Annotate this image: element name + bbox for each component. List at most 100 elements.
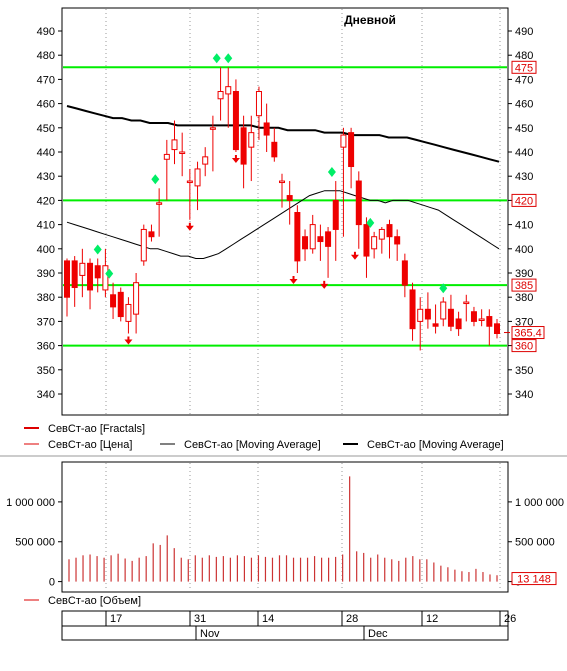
candle-body: [64, 260, 70, 298]
price-tick-label-right: 380: [515, 292, 533, 304]
candle: [194, 161, 201, 211]
candle-body: [340, 134, 347, 148]
candle: [478, 309, 485, 327]
candle-body: [186, 180, 193, 184]
candle: [279, 173, 285, 208]
candle: [378, 227, 385, 254]
price-tick-label-left: 410: [37, 220, 55, 232]
price-tick-label-left: 450: [37, 123, 55, 135]
price-tick-label-left: 370: [37, 316, 55, 328]
price-tick-label-right: 370: [515, 316, 533, 328]
month-label: Nov: [200, 628, 220, 640]
candle-body: [394, 236, 401, 245]
candle-body: [401, 260, 408, 286]
candle: [71, 256, 78, 307]
candle: [102, 248, 109, 298]
candle: [455, 311, 462, 336]
candle: [417, 297, 424, 351]
day-label: 31: [194, 613, 206, 625]
candle-body: [432, 323, 439, 327]
price-tick-label-right: 350: [515, 365, 533, 377]
day-label: 12: [426, 613, 438, 625]
candle-body: [263, 122, 270, 136]
candle: [110, 282, 117, 319]
candle-body: [486, 316, 493, 327]
candle: [440, 297, 447, 327]
candle-body: [309, 224, 316, 250]
candle-body: [232, 91, 239, 151]
fractal-up: [105, 268, 114, 279]
price-tick-label-left: 400: [37, 244, 55, 256]
candle: [87, 258, 94, 310]
candle: [325, 227, 332, 278]
fractal-up: [439, 283, 448, 294]
candle-body: [240, 127, 247, 165]
day-label: 14: [262, 613, 274, 625]
candle: [117, 287, 124, 322]
fractal-down-stem: [353, 251, 356, 256]
candle-body: [325, 231, 332, 247]
candle: [225, 67, 232, 128]
level-label: 420: [515, 195, 533, 207]
price-tick-label-left: 360: [37, 341, 55, 353]
fractal-down-stem: [234, 155, 237, 159]
fractal-up: [327, 167, 336, 178]
volume-legend: СевСт-ао [Объем]: [24, 595, 141, 607]
fractal-down-stem: [188, 222, 191, 227]
candle-body: [110, 294, 117, 308]
fractal-down: [320, 283, 329, 289]
candle-body: [255, 91, 262, 117]
price-tick-label-left: 350: [37, 365, 55, 377]
price-tick-label-right: 460: [515, 99, 533, 111]
candle: [240, 115, 247, 189]
candle: [255, 86, 262, 140]
candle-body: [440, 301, 447, 320]
volume-legend-label: СевСт-ао [Объем]: [48, 595, 141, 607]
price-axis: 340 340 350 350 360 360 370 370 380 380 390 390 400 4…: [37, 26, 534, 401]
candle-body: [317, 236, 324, 243]
chart-title: Дневной: [344, 13, 396, 27]
candle: [348, 127, 355, 189]
candle: [386, 219, 393, 259]
candle: [317, 224, 324, 261]
fractal-down-stem: [292, 276, 295, 280]
candle: [309, 214, 316, 254]
volume-tick-label-right: 1 000 000: [515, 497, 564, 509]
level-label-box: [511, 193, 537, 207]
candle: [432, 304, 439, 334]
candle-body: [371, 236, 378, 250]
level-label: 475: [515, 62, 533, 74]
candle-body: [424, 308, 431, 320]
candle-body: [455, 318, 462, 330]
candle-body: [355, 180, 362, 226]
candle: [232, 79, 239, 152]
price-tick-label-right: 450: [515, 123, 533, 135]
candle-body: [332, 199, 339, 230]
candle: [470, 306, 477, 327]
last-price-label: 365.4: [514, 328, 542, 340]
candle: [340, 127, 347, 237]
price-tick-label-left: 460: [37, 99, 55, 111]
level-label-box: [511, 339, 537, 353]
fractals: [93, 53, 448, 345]
candle-body: [102, 265, 109, 291]
candle-body: [363, 224, 370, 257]
candle-body: [156, 202, 163, 205]
moving-averages: [66, 105, 500, 259]
fractal-up: [224, 53, 233, 64]
fractal-up: [93, 244, 102, 255]
candle-body: [179, 151, 186, 154]
moving-average-thick: [66, 105, 500, 163]
volume-tick-label-left: 1 000 000: [6, 497, 55, 509]
last-price-box: [511, 326, 545, 340]
fractal-up: [212, 53, 221, 64]
candle: [271, 127, 278, 162]
moving-average-thin: [66, 190, 500, 259]
candle: [217, 67, 224, 121]
candle-body: [494, 323, 500, 335]
candle-body: [302, 236, 309, 250]
volume-tick-label-left: 0: [49, 577, 55, 589]
fractal-up: [366, 217, 375, 228]
